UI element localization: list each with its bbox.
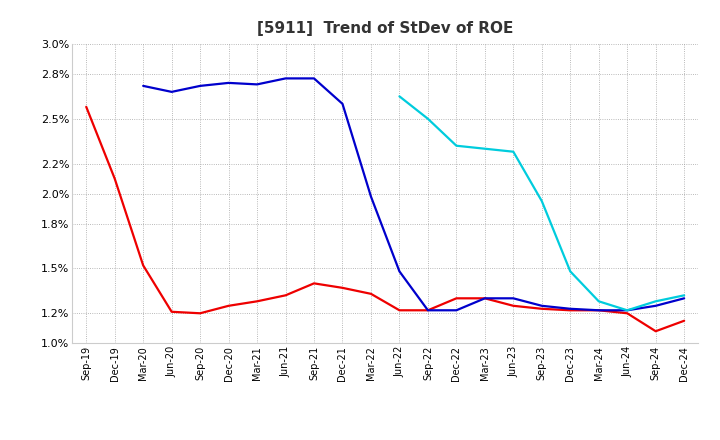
Title: [5911]  Trend of StDev of ROE: [5911] Trend of StDev of ROE	[257, 21, 513, 36]
5 Years	[509, 296, 518, 301]
5 Years	[366, 194, 375, 199]
3 Years	[82, 104, 91, 110]
3 Years	[196, 311, 204, 316]
5 Years	[623, 308, 631, 313]
3 Years	[253, 299, 261, 304]
3 Years	[566, 308, 575, 313]
5 Years	[537, 303, 546, 308]
3 Years	[480, 296, 489, 301]
3 Years	[623, 311, 631, 316]
Line: 3 Years: 3 Years	[86, 107, 684, 331]
5 Years	[282, 76, 290, 81]
3 Years	[310, 281, 318, 286]
5 Years	[395, 269, 404, 274]
3 Years	[652, 329, 660, 334]
3 Years	[110, 176, 119, 181]
5 Years	[225, 80, 233, 85]
3 Years	[167, 309, 176, 315]
5 Years	[196, 83, 204, 88]
3 Years	[509, 303, 518, 308]
3 Years	[395, 308, 404, 313]
7 Years	[423, 116, 432, 121]
5 Years	[452, 308, 461, 313]
5 Years	[167, 89, 176, 95]
7 Years	[680, 293, 688, 298]
3 Years	[366, 291, 375, 297]
3 Years	[225, 303, 233, 308]
3 Years	[595, 308, 603, 313]
7 Years	[537, 198, 546, 204]
Line: 5 Years: 5 Years	[143, 78, 684, 310]
3 Years	[282, 293, 290, 298]
5 Years	[680, 296, 688, 301]
7 Years	[509, 149, 518, 154]
5 Years	[253, 82, 261, 87]
7 Years	[595, 299, 603, 304]
3 Years	[423, 308, 432, 313]
5 Years	[480, 296, 489, 301]
3 Years	[680, 318, 688, 323]
7 Years	[452, 143, 461, 148]
7 Years	[623, 308, 631, 313]
5 Years	[652, 303, 660, 308]
5 Years	[139, 83, 148, 88]
3 Years	[452, 296, 461, 301]
5 Years	[310, 76, 318, 81]
3 Years	[537, 306, 546, 312]
5 Years	[566, 306, 575, 312]
5 Years	[595, 308, 603, 313]
7 Years	[480, 146, 489, 151]
5 Years	[423, 308, 432, 313]
5 Years	[338, 101, 347, 106]
3 Years	[139, 263, 148, 268]
7 Years	[652, 299, 660, 304]
7 Years	[566, 269, 575, 274]
7 Years	[395, 94, 404, 99]
3 Years	[338, 285, 347, 290]
Line: 7 Years: 7 Years	[400, 96, 684, 310]
